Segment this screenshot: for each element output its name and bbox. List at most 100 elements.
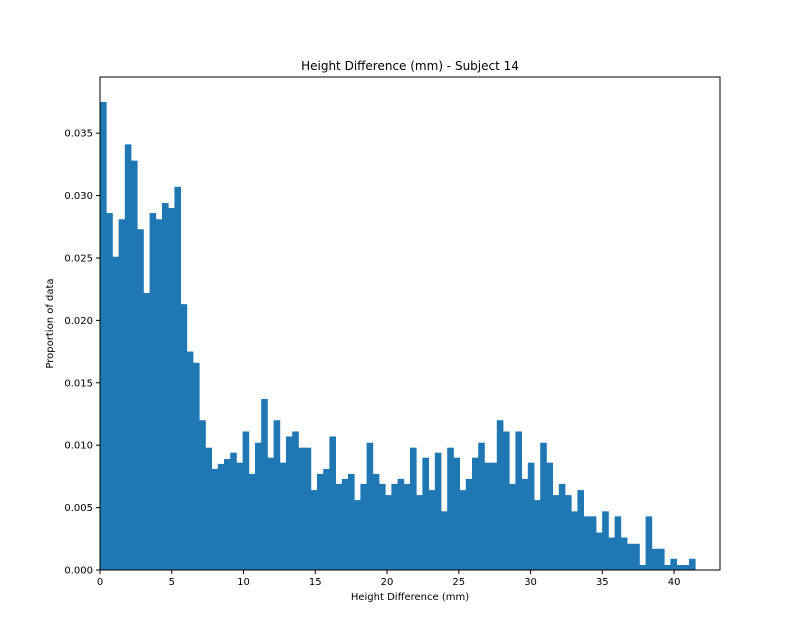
histogram-bar	[224, 458, 231, 570]
y-tick-label: 0.030	[64, 191, 93, 202]
histogram-bar	[385, 495, 392, 570]
histogram-bar	[645, 516, 653, 570]
histogram-bar	[558, 483, 566, 570]
histogram-bar	[651, 548, 659, 570]
histogram-bar	[465, 478, 473, 570]
y-tick-label: 0.025	[64, 253, 93, 264]
x-tick-label: 20	[381, 577, 394, 588]
histogram-bar	[410, 447, 417, 570]
histogram-bar	[261, 399, 268, 570]
histogram-bar	[670, 558, 677, 570]
histogram-bar	[348, 473, 355, 570]
histogram-bar	[155, 219, 163, 570]
x-tick-label: 40	[668, 577, 681, 588]
histogram-bar	[428, 490, 436, 570]
histogram-bar	[304, 447, 312, 570]
histogram-bar	[323, 468, 330, 570]
histogram-bar	[255, 442, 262, 570]
histogram-bars	[100, 101, 721, 571]
histogram-bar	[317, 473, 324, 570]
x-tick-label: 25	[452, 577, 465, 588]
x-tick-label: 5	[169, 577, 175, 588]
x-axis-label: Height Difference (mm)	[351, 592, 469, 603]
histogram-bar	[577, 490, 584, 570]
histogram-bar	[434, 452, 442, 570]
x-axis-ticks: 0 5 10 15 20 25 30 35 40	[97, 570, 681, 588]
histogram-bar	[180, 304, 188, 570]
histogram-bar	[496, 420, 504, 570]
histogram-bar	[186, 351, 194, 570]
histogram-bar	[354, 500, 361, 570]
histogram-bar	[106, 213, 113, 571]
histogram-bar	[484, 462, 491, 570]
histogram-bar	[552, 495, 560, 570]
histogram-bar	[162, 203, 169, 570]
y-tick-label: 0.005	[64, 503, 93, 514]
histogram-bar	[620, 537, 628, 570]
y-tick-label: 0.020	[64, 316, 93, 327]
y-axis-label: Proportion of data	[45, 278, 56, 368]
histogram-bar	[366, 442, 374, 570]
histogram-bar	[658, 548, 665, 570]
histogram-bar	[310, 490, 318, 570]
histogram-bar	[639, 565, 646, 570]
histogram-bar	[602, 511, 609, 570]
histogram-bar	[614, 516, 622, 570]
histogram-bar	[193, 362, 200, 570]
chart-title: Height Difference (mm) - Subject 14	[301, 59, 519, 73]
histogram-bar	[242, 431, 250, 570]
y-axis-ticks: 0.000 0.005 0.010 0.015 0.020 0.025 0.030 0.035	[64, 129, 100, 577]
histogram-bar	[441, 511, 448, 570]
histogram-bar	[540, 442, 547, 570]
histogram-bar	[292, 431, 299, 570]
x-tick-label: 35	[596, 577, 609, 588]
histogram-bar	[341, 478, 349, 570]
histogram-bar	[546, 462, 553, 570]
histogram-bar	[217, 463, 225, 570]
histogram-bar	[509, 483, 516, 570]
histogram-bar	[534, 500, 541, 570]
histogram-bar	[137, 229, 144, 570]
histogram-bar	[490, 462, 498, 570]
histogram-bar	[205, 447, 212, 570]
y-tick-label: 0.035	[64, 129, 93, 140]
histogram-bar	[397, 478, 405, 570]
histogram-bar	[379, 483, 386, 570]
histogram-bar	[149, 213, 157, 571]
histogram-bar	[372, 473, 380, 570]
histogram-bar	[267, 457, 274, 570]
histogram-bar	[174, 186, 181, 570]
histogram-bar	[298, 447, 305, 570]
histogram-bar	[230, 452, 237, 570]
histogram-bar	[124, 144, 132, 570]
histogram-bar	[565, 495, 572, 570]
histogram-bar	[279, 462, 287, 570]
histogram-bar	[360, 483, 367, 570]
histogram-bar	[521, 478, 529, 570]
histogram-bar	[459, 490, 467, 570]
histogram-bar	[273, 420, 281, 570]
histogram-bar	[416, 495, 423, 570]
histogram-bar	[143, 292, 150, 570]
histogram-bar	[248, 473, 256, 570]
x-tick-label: 0	[97, 577, 103, 588]
histogram-bar	[335, 483, 343, 570]
histogram-bar	[403, 483, 411, 570]
histogram-bar	[199, 420, 206, 570]
histogram-bar	[689, 558, 696, 570]
histogram-bar	[608, 537, 615, 570]
histogram-bar	[527, 462, 535, 570]
y-tick-label: 0.015	[64, 378, 93, 389]
y-tick-label: 0.010	[64, 441, 93, 452]
histogram-bar	[168, 208, 175, 570]
histogram-bar	[478, 442, 485, 570]
histogram-bar	[503, 431, 510, 570]
histogram-bar	[422, 457, 429, 570]
histogram-bar	[236, 462, 243, 570]
histogram-bar	[515, 431, 522, 570]
histogram-bar	[583, 516, 591, 570]
y-tick-label: 0.000	[64, 566, 93, 577]
histogram-bar	[391, 483, 398, 570]
x-tick-label: 15	[309, 577, 322, 588]
x-tick-label: 10	[237, 577, 250, 588]
